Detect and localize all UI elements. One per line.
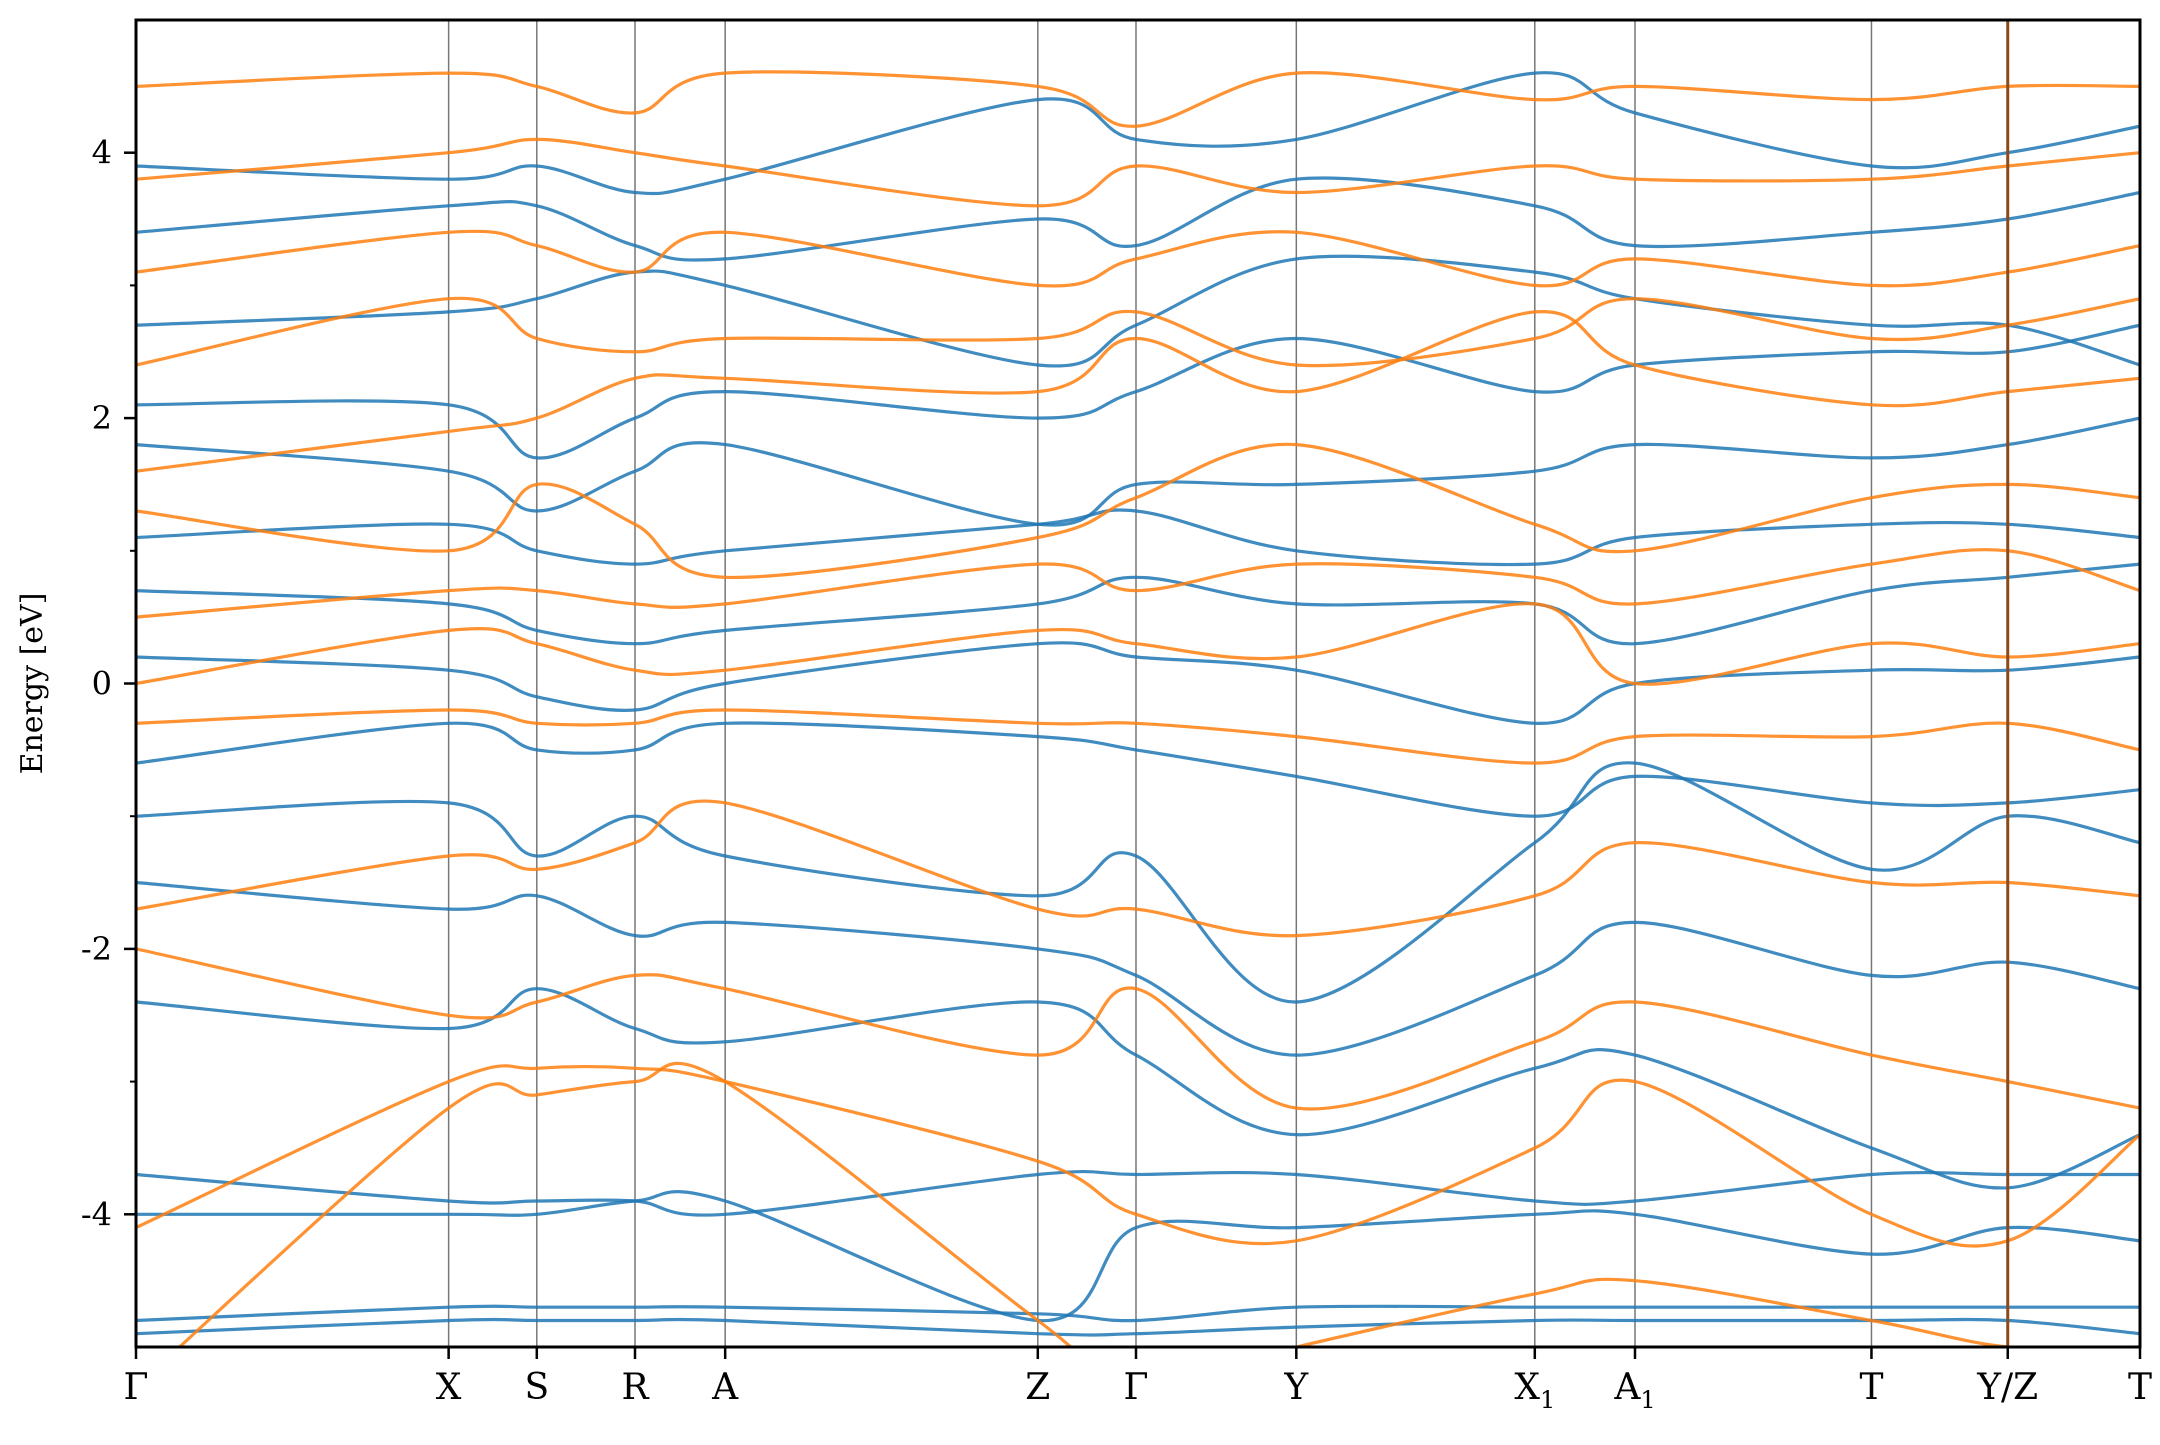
band-line xyxy=(136,1169,2140,1217)
band-line xyxy=(136,1190,2140,1323)
x-tick-label: R xyxy=(621,1367,649,1408)
band-line xyxy=(136,641,2140,725)
x-tick-label: X1 xyxy=(1514,1367,1555,1414)
x-axis-ticks: Γ X S R A Z Γ Y X1 A1 T Y/Z T xyxy=(124,1347,2152,1414)
band-line xyxy=(136,254,2140,368)
band-lines xyxy=(136,70,2140,1347)
band-line xyxy=(136,71,2140,196)
band-line xyxy=(136,1064,2140,1248)
x-tick-label: X xyxy=(436,1367,462,1408)
x-tick-label: Y/Z xyxy=(1976,1367,2038,1408)
x-tick-label: T xyxy=(1859,1367,1883,1408)
band-line xyxy=(136,799,2140,938)
band-line xyxy=(136,1304,2140,1323)
band-line xyxy=(136,562,2140,646)
band-line xyxy=(136,1317,2140,1337)
band-line xyxy=(177,1061,2140,1347)
band-line xyxy=(136,761,2140,1004)
kpoint-gridlines xyxy=(447,20,2009,1347)
band-line xyxy=(136,987,2140,1190)
band-line xyxy=(136,229,2140,288)
x-tick-label: A xyxy=(711,1367,739,1408)
band-line xyxy=(136,442,2140,580)
y-axis-label: Energy [eV] xyxy=(15,593,50,775)
band-line xyxy=(136,137,2140,208)
x-tick-label: S xyxy=(524,1367,549,1408)
y-tick-label: 4 xyxy=(92,134,112,172)
band-line xyxy=(136,602,2140,686)
band-line xyxy=(136,947,2140,1111)
band-line xyxy=(136,548,2140,619)
plot-frame xyxy=(134,18,2142,1349)
y-tick-label: -2 xyxy=(81,930,112,968)
band-line xyxy=(136,176,2140,262)
y-tick-label: -4 xyxy=(81,1195,112,1233)
band-line xyxy=(136,708,2140,765)
x-tick-label: Γ xyxy=(1124,1367,1149,1408)
x-tick-label: T xyxy=(2128,1367,2152,1408)
band-line xyxy=(136,416,2140,527)
band-line xyxy=(136,310,2140,473)
y-tick-label: 0 xyxy=(92,665,112,703)
y-axis-ticks: -4 -2 0 2 4 xyxy=(81,134,136,1233)
band-line xyxy=(136,721,2140,818)
x-tick-label: A1 xyxy=(1613,1367,1655,1414)
x-tick-label: Y xyxy=(1283,1367,1309,1408)
band-line xyxy=(136,296,2140,368)
band-line xyxy=(136,880,2140,1057)
y-tick-label: 2 xyxy=(92,399,112,437)
x-tick-label: Γ xyxy=(124,1367,149,1408)
x-tick-label: Z xyxy=(1025,1367,1050,1408)
band-line xyxy=(136,323,2140,460)
band-line xyxy=(136,508,2140,567)
band-line xyxy=(136,70,2140,128)
